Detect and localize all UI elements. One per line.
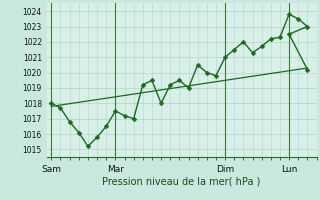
X-axis label: Pression niveau de la mer( hPa ): Pression niveau de la mer( hPa ) xyxy=(102,177,261,187)
